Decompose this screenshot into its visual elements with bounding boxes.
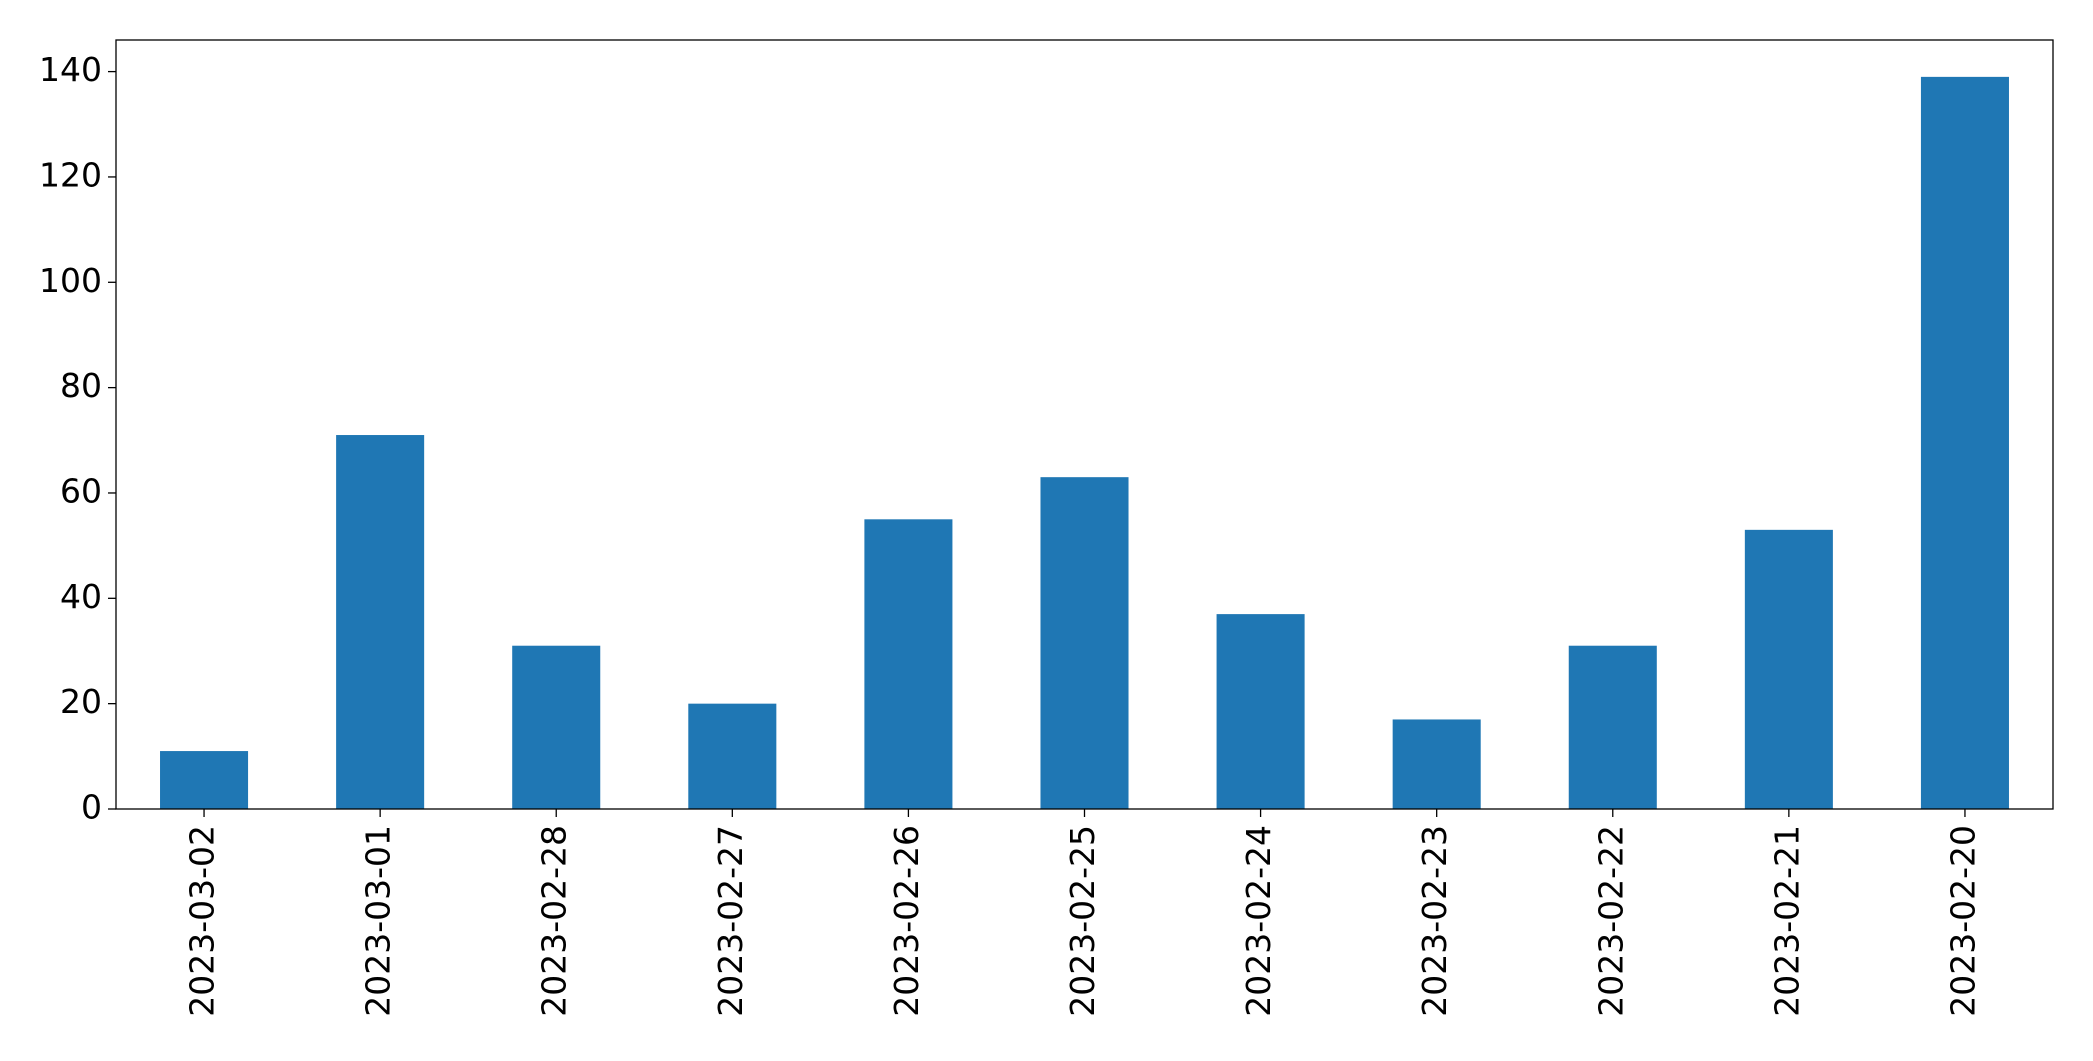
- x-tick-label: 2023-02-23: [1415, 825, 1454, 1017]
- x-tick-label: 2023-02-25: [1063, 825, 1102, 1017]
- bar: [1744, 529, 1833, 809]
- bar: [688, 703, 777, 809]
- x-tick-label: 2023-02-26: [887, 825, 926, 1017]
- x-tick-label: 2023-02-22: [1591, 825, 1630, 1017]
- x-tick-label: 2023-02-20: [1943, 825, 1982, 1017]
- y-tick-label: 100: [39, 261, 102, 300]
- x-tick-label: 2023-03-01: [359, 825, 398, 1017]
- plot-frame: [115, 39, 2054, 810]
- x-tick-label: 2023-02-27: [711, 825, 750, 1017]
- y-tick-label: 80: [60, 366, 102, 405]
- bar: [1392, 719, 1481, 809]
- y-tick-label: 0: [81, 788, 102, 827]
- y-tick-label: 140: [39, 50, 102, 89]
- bar: [1920, 76, 2009, 809]
- y-tick-label: 20: [60, 682, 102, 721]
- x-tick-label: 2023-02-28: [535, 825, 574, 1017]
- y-tick-label: 40: [60, 577, 102, 616]
- x-tick-label: 2023-02-21: [1767, 825, 1806, 1017]
- y-tick-label: 120: [39, 155, 102, 194]
- bar: [864, 519, 953, 809]
- y-tick-label: 60: [60, 471, 102, 510]
- x-tick-label: 2023-03-02: [183, 825, 222, 1017]
- bar: [336, 435, 425, 809]
- bar: [1040, 477, 1129, 809]
- bar: [512, 645, 601, 809]
- bar: [1568, 645, 1657, 809]
- bar: [1216, 614, 1305, 809]
- bar: [160, 751, 249, 809]
- x-tick-label: 2023-02-24: [1239, 825, 1278, 1017]
